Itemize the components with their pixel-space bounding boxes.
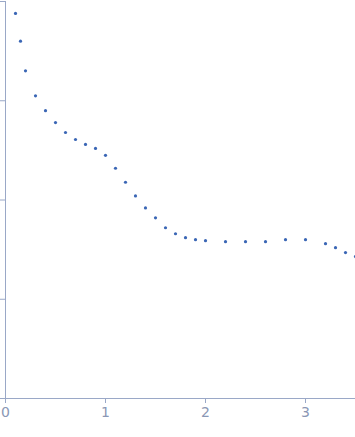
svg-text:0: 0	[1, 404, 10, 420]
svg-text:3: 3	[301, 404, 310, 420]
svg-text:1: 1	[101, 404, 110, 420]
svg-text:2: 2	[201, 404, 210, 420]
